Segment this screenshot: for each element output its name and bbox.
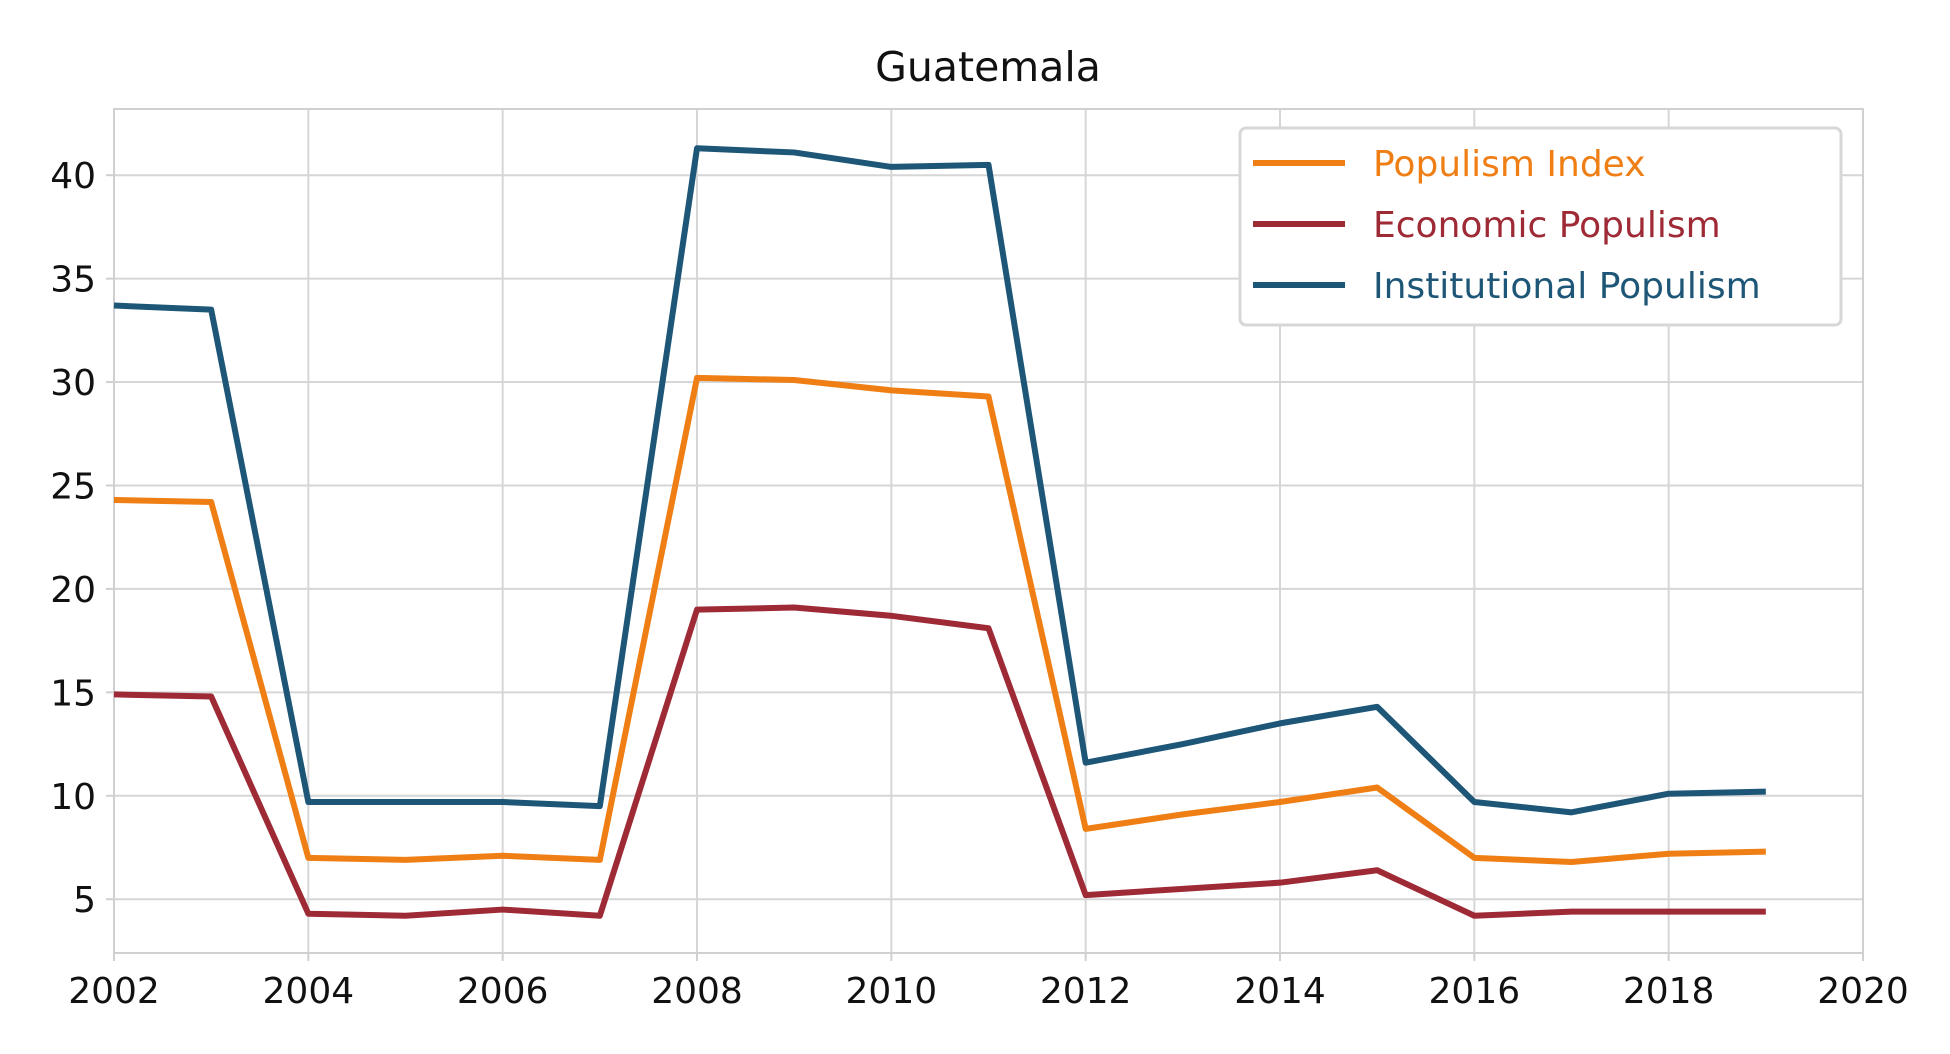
- chart-title: Guatemala: [875, 43, 1101, 91]
- series-line-economic-populism: [113, 604, 1766, 919]
- x-axis: 2002 2004 2006 2008 2010 2012 2014 2016 2018 2020: [68, 953, 1909, 1012]
- y-tick-label: 40: [50, 156, 96, 197]
- x-tick-label: 2010: [846, 971, 938, 1012]
- y-tick-label: 20: [50, 570, 96, 611]
- legend-box: [1238, 126, 1843, 327]
- y-tick-label: 5: [73, 880, 96, 921]
- legend-entry-economic-populism: Economic Populism: [1253, 205, 1721, 246]
- x-tick-label: 2006: [457, 971, 549, 1012]
- x-tick-label: 2014: [1234, 971, 1326, 1012]
- x-tick-label: 2012: [1040, 971, 1132, 1012]
- y-axis: 5 10 15 20 25 30 35 40: [50, 156, 114, 921]
- x-tick-label: 2004: [263, 971, 355, 1012]
- legend: Populism Index Economic Populism Institu…: [1238, 126, 1843, 327]
- y-tick-label: 35: [50, 260, 96, 301]
- plot-area: [113, 108, 1864, 954]
- legend-label-economic-populism: Economic Populism: [1373, 205, 1721, 246]
- series-lines: [113, 145, 1766, 919]
- legend-entry-populism-index: Populism Index: [1253, 144, 1646, 185]
- x-tick-label: 2016: [1429, 971, 1521, 1012]
- y-tick-label: 15: [50, 673, 96, 714]
- y-tick-label: 25: [50, 466, 96, 507]
- y-tick-label: 10: [50, 777, 96, 818]
- y-tick-label: 30: [50, 363, 96, 404]
- legend-label-populism-index: Populism Index: [1373, 144, 1646, 185]
- series-line-populism-index: [113, 374, 1766, 865]
- x-tick-label: 2018: [1623, 971, 1715, 1012]
- series-line-institutional-populism: [113, 145, 1766, 816]
- x-tick-label: 2002: [68, 971, 160, 1012]
- x-tick-label: 2020: [1817, 971, 1909, 1012]
- legend-label-institutional-populism: Institutional Populism: [1373, 266, 1761, 307]
- x-tick-label: 2008: [651, 971, 743, 1012]
- legend-entry-institutional-populism: Institutional Populism: [1253, 266, 1761, 307]
